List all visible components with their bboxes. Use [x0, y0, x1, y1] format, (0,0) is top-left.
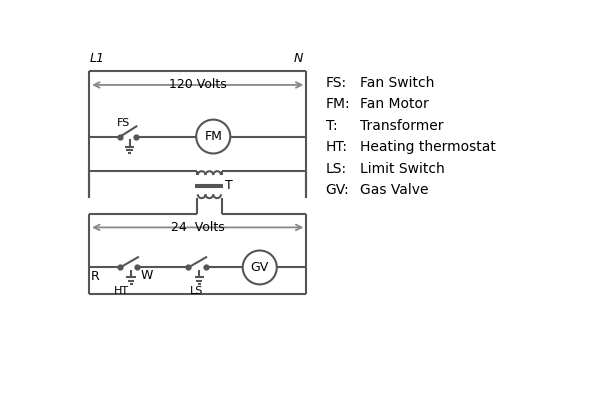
Text: Gas Valve: Gas Valve — [360, 184, 429, 198]
Text: Heating thermostat: Heating thermostat — [360, 140, 496, 154]
Text: W: W — [140, 269, 153, 282]
Text: 24  Volts: 24 Volts — [171, 221, 225, 234]
Text: GV: GV — [251, 261, 269, 274]
Text: FS: FS — [117, 118, 130, 128]
Text: LS:: LS: — [326, 162, 347, 176]
Text: GV:: GV: — [326, 184, 349, 198]
Text: Transformer: Transformer — [360, 119, 444, 133]
Text: HT:: HT: — [326, 140, 348, 154]
Text: FS:: FS: — [326, 76, 347, 90]
Text: LS: LS — [189, 286, 203, 296]
Text: 120 Volts: 120 Volts — [169, 78, 227, 92]
Text: T:: T: — [326, 119, 337, 133]
Text: L1: L1 — [89, 52, 104, 65]
Text: N: N — [294, 52, 303, 65]
Text: R: R — [91, 270, 100, 283]
Text: Limit Switch: Limit Switch — [360, 162, 445, 176]
Text: HT: HT — [114, 286, 129, 296]
Text: Fan Motor: Fan Motor — [360, 97, 430, 111]
Text: FM: FM — [204, 130, 222, 143]
Text: FM:: FM: — [326, 97, 350, 111]
Text: T: T — [225, 179, 232, 192]
Text: Fan Switch: Fan Switch — [360, 76, 435, 90]
